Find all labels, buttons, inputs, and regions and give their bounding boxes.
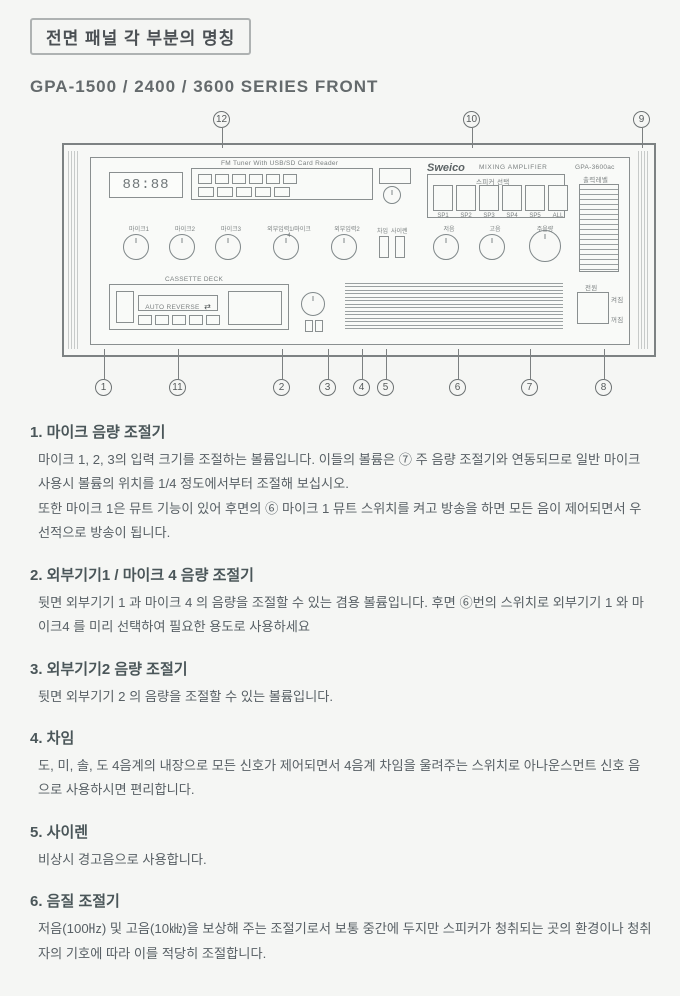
speaker-select-button[interactable]: [456, 185, 476, 211]
speaker-select-button[interactable]: [502, 185, 522, 211]
vent-slots: [345, 280, 563, 332]
tuner-label: FM Tuner With USB/SD Card Reader: [221, 160, 338, 167]
chime-label: 차임: [377, 226, 388, 235]
callout-1: 1: [95, 379, 112, 396]
volume-knob[interactable]: [331, 234, 357, 260]
callout-3: 3: [319, 379, 336, 396]
section-body: 저음(100㎐) 및 고음(10㎑)을 보상해 주는 조절기로서 보통 중간에 …: [38, 917, 652, 966]
knob-label: 외부입력2: [325, 224, 369, 233]
section-title: 3. 외부기기2 음량 조절기: [30, 658, 652, 679]
section-body: 도, 미, 솔, 도 4음계의 내장으로 모든 신호가 제어되면서 4음계 차임…: [38, 754, 652, 803]
callout-9: 9: [633, 111, 650, 128]
subtitle: GPA-1500 / 2400 / 3600 SERIES FRONT: [30, 77, 652, 97]
panel-outline: FM Tuner With USB/SD Card Reader 88:88: [62, 143, 656, 357]
callout-10: 10: [463, 111, 480, 128]
speaker-select-label: SP1: [433, 213, 453, 219]
speaker-select-label: ALL: [548, 213, 568, 219]
callout-11: 11: [169, 379, 186, 396]
section-body: 뒷면 외부기기 2 의 음량을 조절할 수 있는 볼륨입니다.: [38, 685, 652, 709]
knob-label: 마이크1: [117, 224, 161, 233]
volume-knob[interactable]: [169, 234, 195, 260]
callout-7: 7: [521, 379, 538, 396]
eq-label: 주음량: [525, 224, 565, 233]
front-panel-diagram: FM Tuner With USB/SD Card Reader 88:88: [30, 111, 652, 401]
knob-label: 마이크3: [209, 224, 253, 233]
speaker-select-label: SP4: [502, 213, 522, 219]
section-body: 비상시 경고음으로 사용합니다.: [38, 848, 652, 872]
callout-8: 8: [595, 379, 612, 396]
speaker-select-label: SP5: [525, 213, 545, 219]
callout-2: 2: [273, 379, 290, 396]
model-label: GPA-3600ac: [575, 164, 615, 171]
section-title: 1. 마이크 음량 조절기: [30, 421, 652, 442]
speaker-select-button[interactable]: [548, 185, 568, 211]
section-body: 뒷면 외부기기 1 과 마이크 4 의 음량을 조절할 수 있는 겸용 볼륨입니…: [38, 591, 652, 640]
cassette-deck: AUTO REVERSE ⇄: [109, 284, 289, 330]
callout-5: 5: [377, 379, 394, 396]
eq-label: 저음: [429, 224, 469, 233]
power-button[interactable]: [577, 292, 609, 324]
knob-label: 외부입력1/마이크4: [267, 224, 311, 239]
auto-reverse-label: AUTO REVERSE: [145, 304, 199, 311]
speaker-select-button[interactable]: [525, 185, 545, 211]
eq-knob[interactable]: [479, 234, 505, 260]
description-sections: 1. 마이크 음량 조절기마이크 1, 2, 3의 입력 크기를 조절하는 볼륨…: [30, 421, 652, 966]
output-meter: [579, 184, 619, 272]
seg7-display: 88:88: [109, 172, 183, 198]
section-title: 5. 사이렌: [30, 821, 652, 842]
section-title: 6. 음질 조절기: [30, 890, 652, 911]
callout-6: 6: [449, 379, 466, 396]
section-title: 2. 외부기기1 / 마이크 4 음량 조절기: [30, 564, 652, 585]
section-title: 4. 차임: [30, 727, 652, 748]
cassette-label: CASSETTE DECK: [165, 276, 223, 283]
page-title: 전면 패널 각 부분의 명칭: [30, 18, 251, 55]
volume-knob[interactable]: [215, 234, 241, 260]
mixing-amp-label: MIXING AMPLIFIER: [479, 164, 547, 171]
speaker-select-button[interactable]: [479, 185, 499, 211]
callout-4: 4: [353, 379, 370, 396]
power-on-label: 켜짐: [611, 294, 624, 304]
callout-12: 12: [213, 111, 230, 128]
panel-face: FM Tuner With USB/SD Card Reader 88:88: [90, 157, 630, 345]
eq-label: 고음: [475, 224, 515, 233]
siren-label: 사이렌: [391, 226, 408, 235]
brand-label: Sweico: [427, 162, 465, 174]
power-off-label: 꺼짐: [611, 314, 624, 324]
section-body: 마이크 1, 2, 3의 입력 크기를 조절하는 볼륨입니다. 이들의 볼륨은 …: [38, 448, 652, 546]
speaker-select-label: SP3: [479, 213, 499, 219]
siren-button[interactable]: [395, 236, 405, 258]
chime-button[interactable]: [379, 236, 389, 258]
power-label: 전원: [585, 282, 598, 292]
volume-knob[interactable]: [123, 234, 149, 260]
speaker-select-label: SP2: [456, 213, 476, 219]
eq-knob[interactable]: [529, 230, 561, 262]
record-knob[interactable]: [301, 292, 325, 316]
eq-knob[interactable]: [433, 234, 459, 260]
speaker-select-button[interactable]: [433, 185, 453, 211]
meter-label: 출력레벨: [583, 174, 608, 184]
knob-label: 마이크2: [163, 224, 207, 233]
